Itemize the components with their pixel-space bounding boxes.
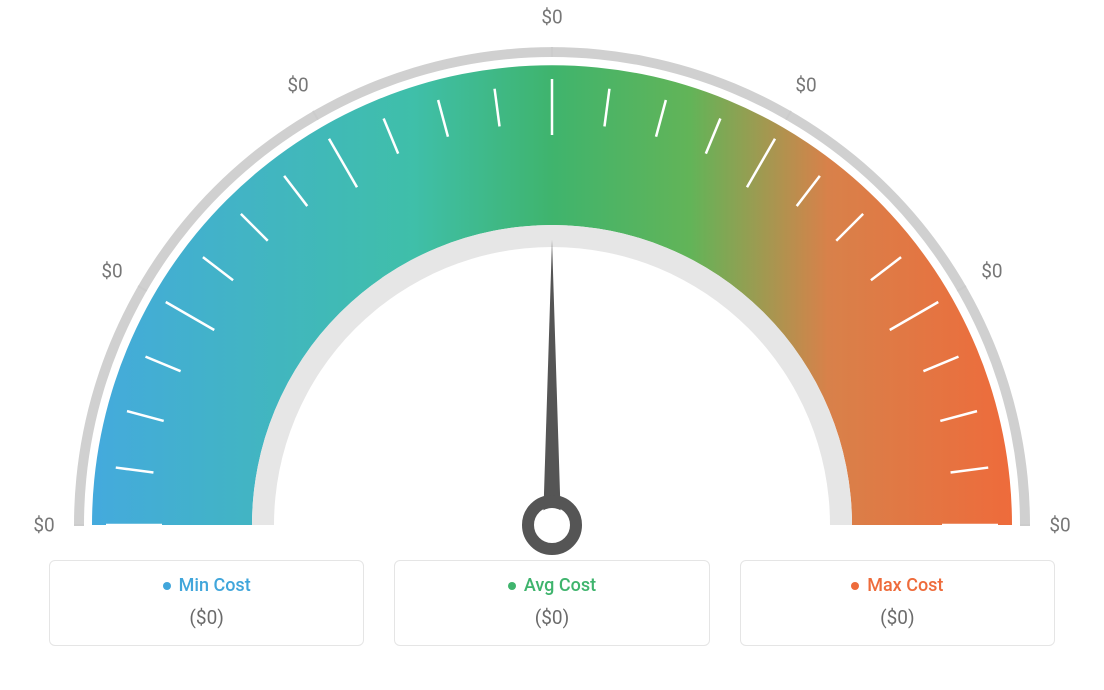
cost-gauge-widget: $0 $0 $0 $0 $0 $0 $0 Min Cost ($0) Avg Cost ($…	[0, 0, 1104, 690]
legend-avg: Avg Cost ($0)	[394, 560, 709, 646]
gauge-dial-label: $0	[287, 74, 308, 97]
gauge-dial-label: $0	[33, 514, 54, 537]
legend-label-max: Max Cost	[867, 575, 943, 596]
legend-value-max: ($0)	[880, 606, 914, 629]
legend-dot-avg	[508, 582, 516, 590]
gauge-needle-hub-inner	[535, 508, 569, 542]
legend-min: Min Cost ($0)	[49, 560, 364, 646]
gauge-dial-label: $0	[795, 74, 816, 97]
gauge-dial-label: $0	[541, 6, 562, 29]
gauge-dial-label: $0	[981, 260, 1002, 283]
legend-row: Min Cost ($0) Avg Cost ($0) Max Cost ($0…	[49, 560, 1055, 646]
legend-dot-min	[163, 582, 171, 590]
legend-label-min: Min Cost	[179, 575, 251, 596]
gauge-svg	[0, 0, 1104, 560]
gauge-dial-label: $0	[101, 260, 122, 283]
legend-label-avg: Avg Cost	[524, 575, 596, 596]
legend-value-min: ($0)	[189, 606, 223, 629]
gauge-needle	[543, 240, 561, 525]
gauge-canvas: $0 $0 $0 $0 $0 $0 $0	[0, 0, 1104, 560]
legend-max: Max Cost ($0)	[740, 560, 1055, 646]
gauge-dial-label: $0	[1049, 514, 1070, 537]
legend-dot-max	[851, 582, 859, 590]
legend-value-avg: ($0)	[535, 606, 569, 629]
